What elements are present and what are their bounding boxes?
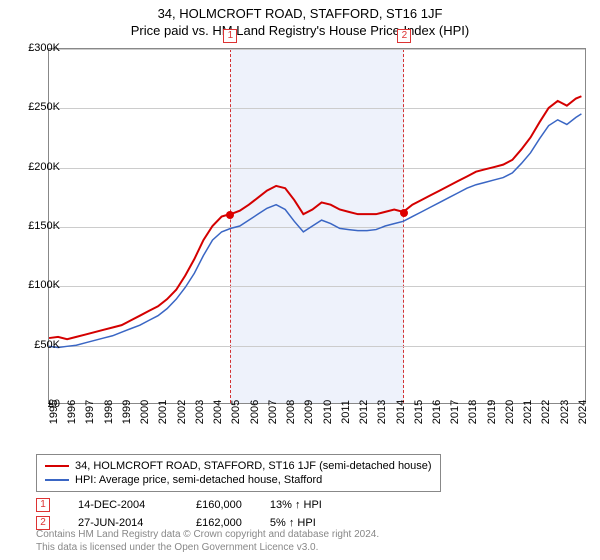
sale-date: 14-DEC-2004 [78, 499, 168, 511]
series-line-property [49, 96, 581, 339]
x-tick-label: 2009 [303, 400, 315, 424]
x-tick-label: 2002 [176, 400, 188, 424]
x-tick-label: 1996 [66, 400, 78, 424]
sale-row: 1 14-DEC-2004 £160,000 13% ↑ HPI [36, 498, 322, 512]
x-tick-label: 2001 [157, 400, 169, 424]
sale-marker-box: 2 [397, 29, 411, 43]
x-tick-label: 2007 [267, 400, 279, 424]
chart-plot-area: 12 [48, 48, 586, 404]
x-tick-label: 2012 [358, 400, 370, 424]
footer-line-1: Contains HM Land Registry data © Crown c… [36, 528, 379, 541]
footer-attribution: Contains HM Land Registry data © Crown c… [36, 528, 379, 554]
x-tick-label: 2021 [522, 400, 534, 424]
x-tick-label: 2005 [230, 400, 242, 424]
x-tick-label: 2016 [431, 400, 443, 424]
y-tick-label: £200K [14, 161, 60, 173]
x-tick-label: 2022 [540, 400, 552, 424]
x-tick-label: 2018 [467, 400, 479, 424]
x-tick-label: 1997 [84, 400, 96, 424]
y-tick-label: £100K [14, 279, 60, 291]
x-tick-label: 2003 [194, 400, 206, 424]
sale-marker-dot [400, 209, 408, 217]
x-tick-label: 2011 [340, 400, 352, 424]
chart-legend: 34, HOLMCROFT ROAD, STAFFORD, ST16 1JF (… [36, 454, 441, 492]
arrow-up-icon: ↑ [295, 499, 301, 511]
x-tick-label: 2006 [249, 400, 261, 424]
x-tick-label: 2000 [139, 400, 151, 424]
legend-swatch [45, 465, 69, 467]
x-tick-label: 1995 [48, 400, 60, 424]
x-tick-label: 2004 [212, 400, 224, 424]
x-tick-label: 2017 [449, 400, 461, 424]
sale-marker-box: 1 [223, 29, 237, 43]
y-tick-label: £300K [14, 42, 60, 54]
x-tick-label: 2010 [322, 400, 334, 424]
sale-pct: 13% ↑ HPI [270, 499, 322, 511]
x-tick-label: 2024 [577, 400, 589, 424]
y-tick-label: £50K [14, 339, 60, 351]
sale-id-box: 1 [36, 498, 50, 512]
footer-line-2: This data is licensed under the Open Gov… [36, 541, 379, 554]
legend-row: HPI: Average price, semi-detached house,… [45, 473, 432, 487]
legend-swatch [45, 479, 69, 481]
x-tick-label: 2008 [285, 400, 297, 424]
x-tick-label: 2020 [504, 400, 516, 424]
chart-title: 34, HOLMCROFT ROAD, STAFFORD, ST16 1JF [0, 0, 600, 21]
chart-container: 34, HOLMCROFT ROAD, STAFFORD, ST16 1JF P… [0, 0, 600, 560]
x-tick-label: 2013 [376, 400, 388, 424]
legend-label: HPI: Average price, semi-detached house,… [75, 474, 322, 486]
x-tick-label: 2023 [559, 400, 571, 424]
chart-lines-svg [49, 49, 585, 403]
legend-label: 34, HOLMCROFT ROAD, STAFFORD, ST16 1JF (… [75, 460, 432, 472]
sale-marker-dot [226, 211, 234, 219]
x-tick-label: 1998 [103, 400, 115, 424]
y-tick-label: £150K [14, 220, 60, 232]
x-tick-label: 1999 [121, 400, 133, 424]
chart-subtitle: Price paid vs. HM Land Registry's House … [0, 21, 600, 38]
x-tick-label: 2015 [413, 400, 425, 424]
x-tick-label: 2019 [486, 400, 498, 424]
legend-row: 34, HOLMCROFT ROAD, STAFFORD, ST16 1JF (… [45, 459, 432, 473]
series-line-hpi [49, 114, 581, 348]
y-tick-label: £250K [14, 101, 60, 113]
sale-price: £160,000 [196, 499, 242, 511]
x-tick-label: 2014 [395, 400, 407, 424]
